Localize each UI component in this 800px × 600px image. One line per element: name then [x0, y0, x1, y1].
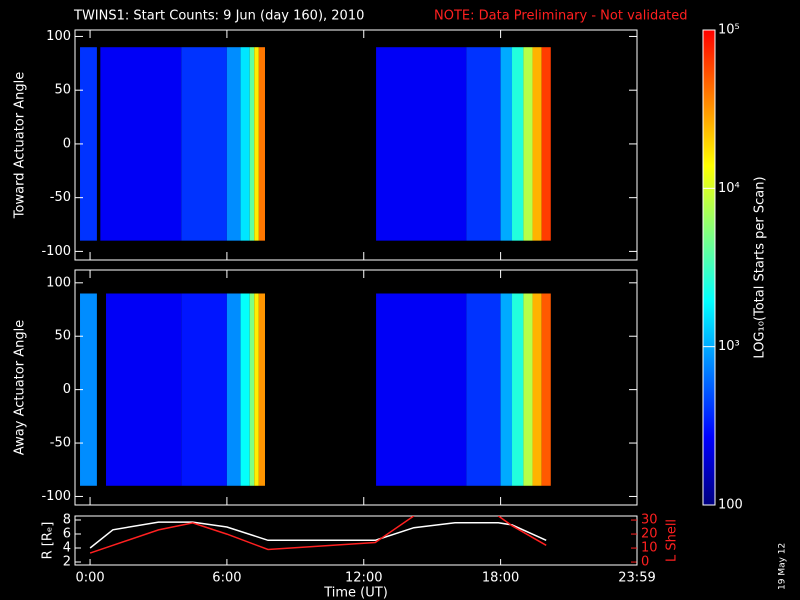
heatmap-cell	[226, 47, 241, 241]
y-tick-label: 4	[63, 540, 71, 555]
chart-title: TWINS1: Start Counts: 9 Jun (day 160), 2…	[73, 9, 364, 24]
colorbar	[702, 29, 716, 506]
heatmap-cell	[226, 293, 241, 486]
heatmap-cell	[376, 293, 467, 486]
y2-tick-label: 20	[641, 527, 658, 542]
heatmap-cell	[249, 47, 255, 241]
heatmap-cell	[258, 47, 265, 241]
note: NOTE: Data Preliminary - Not validated	[434, 9, 688, 24]
y-axis-label: R [Rₑ]	[41, 522, 56, 560]
x-tick-label: 18:00	[482, 571, 519, 586]
x-tick-label: 6:00	[212, 571, 241, 586]
heatmap-cell	[258, 293, 265, 486]
plot-frame	[74, 29, 638, 261]
colorbar-tick-label: 10⁴	[718, 181, 740, 196]
y-tick-label: -100	[41, 244, 71, 259]
colorbar-tick-label: 10³	[718, 339, 740, 354]
y2-tick-label: 0	[641, 555, 649, 570]
x-tick-label: 0:00	[75, 571, 104, 586]
plot-frame	[74, 269, 638, 506]
heatmap-cell	[80, 293, 97, 486]
y-tick-label: -50	[50, 436, 71, 451]
heatmap-cell	[532, 293, 542, 486]
y-tick-label: 0	[63, 136, 71, 151]
heatmap-cell	[532, 47, 542, 241]
heatmap-cell	[500, 293, 513, 486]
x-axis-label: Time (UT)	[323, 586, 388, 600]
heatmap-cell	[466, 47, 501, 241]
colorbar-tick-label: 100	[718, 498, 743, 513]
heatmap-cell	[376, 47, 467, 241]
heatmap-cell	[254, 47, 259, 241]
y-tick-label: -50	[50, 190, 71, 205]
heatmap-cell	[181, 293, 227, 486]
heatmap-cell	[500, 47, 513, 241]
plot-frame	[74, 515, 638, 566]
heatmap-cell	[523, 293, 533, 486]
heatmap-cell	[240, 293, 250, 486]
heatmap-cell	[466, 293, 501, 486]
series-line	[89, 516, 547, 554]
heatmap-cell	[512, 47, 524, 241]
signature: 19 May 12	[778, 543, 788, 590]
heatmap-cell	[80, 47, 97, 241]
x-tick-label: 23:59	[618, 571, 655, 586]
y2-axis-label: L Shell	[665, 519, 680, 562]
y-tick-label: 6	[63, 526, 71, 541]
y-tick-label: 50	[54, 83, 71, 98]
heatmap-cell	[100, 47, 182, 241]
series-line	[89, 521, 547, 549]
x-tick-label: 12:00	[345, 571, 382, 586]
y2-tick-label: 30	[641, 513, 658, 528]
y-tick-label: 50	[54, 329, 71, 344]
y2-tick-label: 10	[641, 541, 658, 556]
heatmap-cell	[541, 47, 551, 241]
y-tick-label: 100	[46, 275, 71, 290]
colorbar-label: LOG₁₀(Total Starts per Scan)	[753, 176, 768, 358]
heatmap-cell	[240, 47, 250, 241]
heatmap-cell	[249, 293, 255, 486]
heatmap-cell	[512, 293, 524, 486]
y-axis-label: Toward Actuator Angle	[13, 72, 28, 219]
colorbar-tick-label: 10⁵	[718, 23, 740, 38]
heatmap-cell	[523, 47, 533, 241]
heatmap-cell	[254, 293, 259, 486]
y-axis-label: Away Actuator Angle	[13, 320, 28, 455]
y-tick-label: 100	[46, 29, 71, 44]
y-tick-label: 2	[63, 554, 71, 569]
y-tick-label: 8	[63, 512, 71, 527]
y-tick-label: -100	[41, 489, 71, 504]
y-tick-label: 0	[63, 382, 71, 397]
heatmap-cell	[541, 293, 551, 486]
heatmap-cell	[181, 47, 227, 241]
heatmap-cell	[106, 293, 182, 486]
